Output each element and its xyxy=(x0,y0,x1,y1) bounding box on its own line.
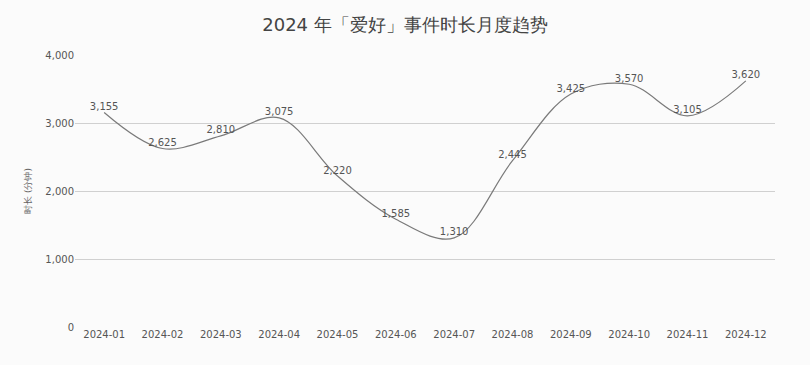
svg-text:2024-09: 2024-09 xyxy=(550,329,592,340)
svg-text:3,155: 3,155 xyxy=(90,101,119,112)
svg-text:1,585: 1,585 xyxy=(382,208,411,219)
svg-text:2024-05: 2024-05 xyxy=(317,329,359,340)
svg-text:3,105: 3,105 xyxy=(673,104,702,115)
svg-text:3,000: 3,000 xyxy=(45,118,74,129)
svg-text:2,000: 2,000 xyxy=(45,186,74,197)
svg-text:3,075: 3,075 xyxy=(265,106,294,117)
svg-text:2024-01: 2024-01 xyxy=(83,329,125,340)
svg-text:3,425: 3,425 xyxy=(557,83,586,94)
svg-text:时长 (分钟): 时长 (分钟) xyxy=(23,168,33,214)
svg-text:1,310: 1,310 xyxy=(440,226,469,237)
svg-text:2024-11: 2024-11 xyxy=(667,329,709,340)
svg-text:2024-03: 2024-03 xyxy=(200,329,242,340)
svg-text:2024-04: 2024-04 xyxy=(258,329,300,340)
svg-text:2024-06: 2024-06 xyxy=(375,329,417,340)
svg-text:3,570: 3,570 xyxy=(615,73,644,84)
svg-text:0: 0 xyxy=(68,322,74,333)
svg-text:2024-02: 2024-02 xyxy=(142,329,184,340)
svg-text:2024 年「爱好」事件时长月度趋势: 2024 年「爱好」事件时长月度趋势 xyxy=(262,14,548,35)
svg-text:2,625: 2,625 xyxy=(148,137,177,148)
svg-text:4,000: 4,000 xyxy=(45,50,74,61)
svg-text:2,810: 2,810 xyxy=(207,124,236,135)
svg-text:2,445: 2,445 xyxy=(498,149,527,160)
svg-text:2024-10: 2024-10 xyxy=(608,329,650,340)
svg-text:3,620: 3,620 xyxy=(732,69,761,80)
svg-text:2024-08: 2024-08 xyxy=(492,329,534,340)
svg-text:2024-12: 2024-12 xyxy=(725,329,767,340)
svg-text:2,220: 2,220 xyxy=(323,165,352,176)
svg-text:1,000: 1,000 xyxy=(45,254,74,265)
svg-text:2024-07: 2024-07 xyxy=(433,329,475,340)
